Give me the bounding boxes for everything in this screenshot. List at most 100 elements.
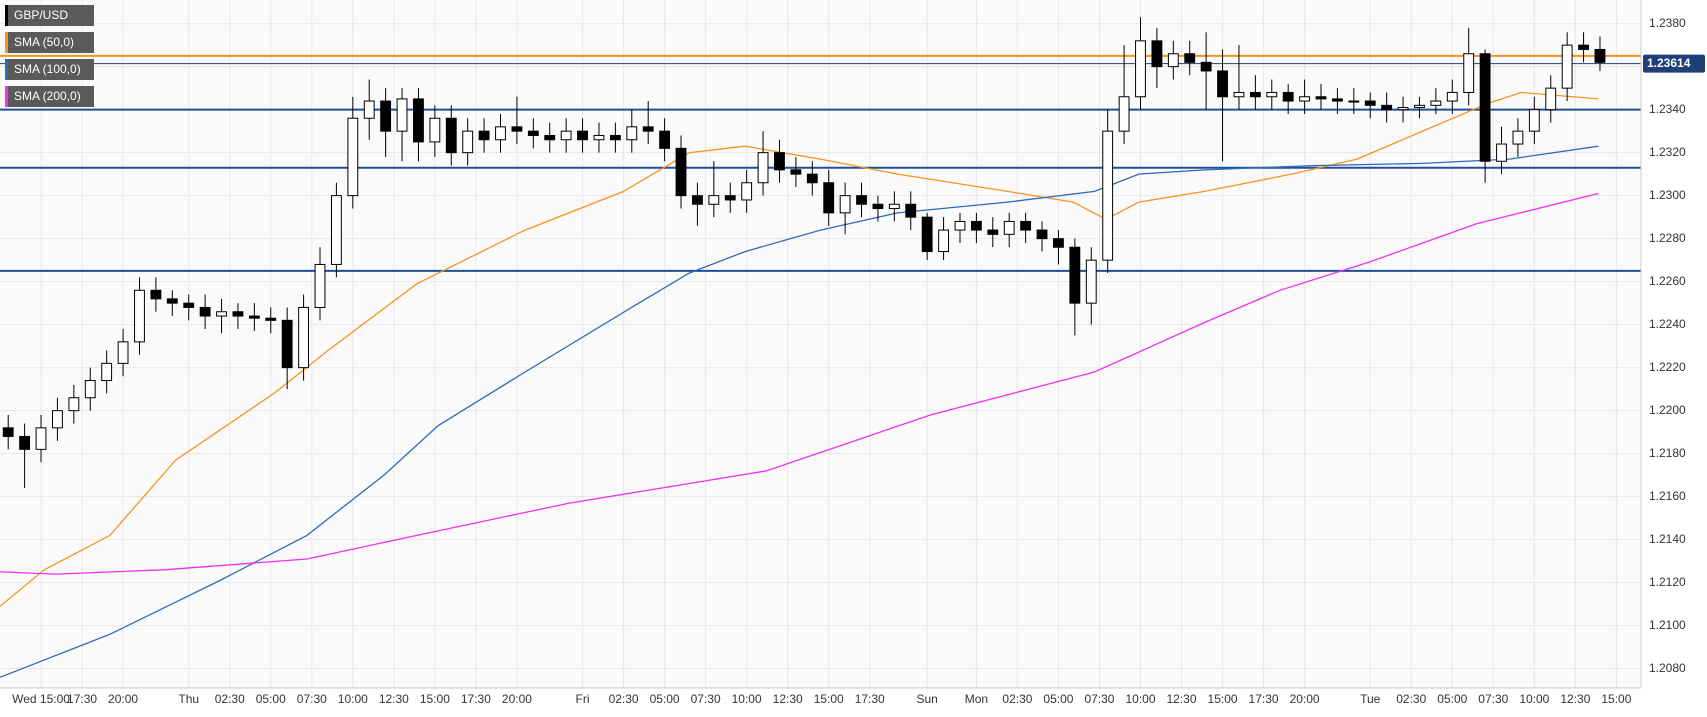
x-tick-label: 02:30	[1002, 692, 1032, 706]
candle-body	[577, 130, 588, 141]
candle-body	[68, 397, 80, 412]
candle-body	[757, 152, 769, 184]
y-tick-label: 1.2260	[1649, 274, 1686, 288]
x-tick-label: 10:00	[732, 692, 762, 706]
legend-box	[5, 32, 94, 53]
candle-body	[790, 169, 802, 175]
y-tick-label: 1.2340	[1649, 102, 1686, 116]
candle-body	[921, 216, 933, 253]
x-tick-label: Sun	[916, 692, 937, 706]
candle-body	[429, 117, 441, 143]
candle-body	[1282, 91, 1294, 102]
x-tick-label: 17:30	[1249, 692, 1279, 706]
x-tick-label: 10:00	[1125, 692, 1155, 706]
x-tick-label: 02:30	[609, 692, 639, 706]
candle-body	[478, 130, 490, 141]
legend-label: SMA (50,0)	[14, 35, 74, 49]
legend: GBP/USD SMA (50,0) SMA (100,0) SMA (200,0)	[5, 5, 94, 107]
candle-body	[150, 289, 162, 300]
y-tick-label: 1.2100	[1649, 618, 1686, 632]
sma-line	[0, 145, 1599, 678]
x-tick-label: Mon	[965, 692, 988, 706]
candle-body	[495, 126, 506, 141]
candle-body	[527, 130, 539, 136]
candle-body	[396, 98, 408, 132]
candle-body	[413, 98, 424, 143]
y-tick-label: 1.2120	[1649, 575, 1686, 589]
candle-body	[1233, 91, 1245, 98]
x-tick-label: 15:00	[420, 692, 450, 706]
candle-body	[1299, 96, 1311, 102]
x-tick-label: 20:00	[108, 692, 138, 706]
candle-body	[134, 289, 145, 343]
legend-box	[5, 5, 94, 26]
candle-body	[1446, 91, 1458, 102]
candle-body	[1118, 96, 1130, 132]
x-tick-label: 12:30	[1560, 692, 1590, 706]
y-tick-label: 1.2380	[1649, 16, 1686, 30]
candle-body	[462, 130, 474, 154]
candle-body	[626, 126, 638, 141]
legend-swatch	[5, 59, 8, 80]
candle-body	[1545, 87, 1557, 111]
x-tick-label: 10:00	[1519, 692, 1549, 706]
y-tick-label: 1.2200	[1649, 403, 1686, 417]
candle-body	[445, 117, 457, 154]
candle-body	[1528, 109, 1540, 132]
candle-body	[1167, 53, 1179, 68]
candle-body	[774, 152, 785, 171]
x-tick-label: 02:30	[215, 692, 245, 706]
candle-body	[281, 319, 293, 369]
price-tag-label: 1.23614	[1647, 56, 1691, 70]
x-tick-label: 07:30	[1478, 692, 1508, 706]
axes: 1.2080 1.2100 1.2120 1.2140 1.2160 1.2180 1.22…	[12, 16, 1705, 706]
x-tick-label: 20:00	[1290, 692, 1320, 706]
candle-body	[1561, 44, 1573, 89]
candle-body	[954, 220, 966, 231]
x-tick-label: 20:00	[502, 692, 532, 706]
candle-body	[166, 298, 178, 304]
y-tick-label: 1.2320	[1649, 145, 1686, 159]
x-tick-label: 05:00	[1043, 692, 1073, 706]
candle-body	[544, 134, 556, 141]
x-tick-label: 07:30	[297, 692, 327, 706]
legend-label: GBP/USD	[14, 8, 68, 22]
y-tick-label: 1.2300	[1649, 188, 1686, 202]
candle-body	[1463, 53, 1475, 93]
candle-body	[1578, 44, 1589, 50]
candle-body	[888, 203, 900, 210]
x-tick-label: Fri	[576, 692, 590, 706]
x-tick-label: 17:30	[67, 692, 97, 706]
candle-body	[823, 182, 835, 214]
candle-body	[560, 130, 572, 141]
y-tick-label: 1.2280	[1649, 231, 1686, 245]
candle-body	[117, 341, 129, 364]
candle-body	[347, 117, 359, 197]
y-tick-label: 1.2220	[1649, 360, 1686, 374]
candle-body	[970, 220, 982, 231]
candle-body	[692, 195, 703, 205]
x-tick-label: Thu	[178, 692, 199, 706]
legend-box	[5, 59, 94, 80]
candle-body	[1020, 220, 1032, 231]
candle-body	[1249, 91, 1261, 98]
x-tick-label: 07:30	[691, 692, 721, 706]
candle-body	[199, 306, 211, 317]
candle-body	[659, 130, 671, 149]
legend-label: SMA (200,0)	[14, 89, 81, 103]
candle-body	[642, 126, 654, 132]
candle-body	[1381, 104, 1393, 111]
y-tick-label: 1.2180	[1649, 446, 1686, 460]
candle-body	[905, 203, 917, 218]
candle-body	[1266, 91, 1278, 98]
sma-line	[0, 91, 1599, 607]
candle-body	[265, 317, 277, 321]
candle-body	[1315, 96, 1327, 100]
x-tick-label: 12:30	[379, 692, 409, 706]
x-tick-label: 15:00	[1208, 692, 1238, 706]
candle-body	[1512, 130, 1524, 145]
candle-body	[511, 126, 523, 132]
candle-body	[675, 147, 687, 197]
x-tick-label: 15:00	[814, 692, 844, 706]
